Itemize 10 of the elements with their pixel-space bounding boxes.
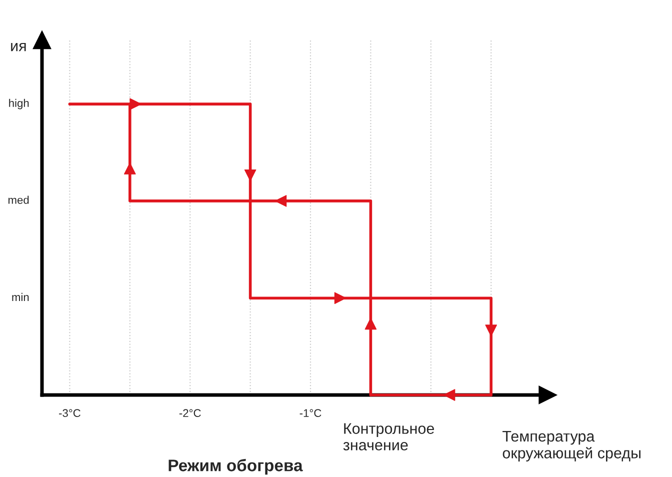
y-axis-title: ия bbox=[11, 43, 26, 52]
text: high bbox=[9, 98, 29, 110]
text: min bbox=[12, 292, 29, 301]
annotation: Контрольное значение bbox=[343, 423, 434, 450]
x-tick-label: -2°C bbox=[179, 409, 201, 418]
x-tick-label: -3°C bbox=[59, 409, 80, 418]
text: med bbox=[8, 196, 29, 204]
text: Режим обогрева bbox=[168, 458, 303, 475]
x-tick-label: -1°C bbox=[300, 409, 322, 418]
x-axis-title: Температура окружающей среды bbox=[502, 431, 640, 462]
